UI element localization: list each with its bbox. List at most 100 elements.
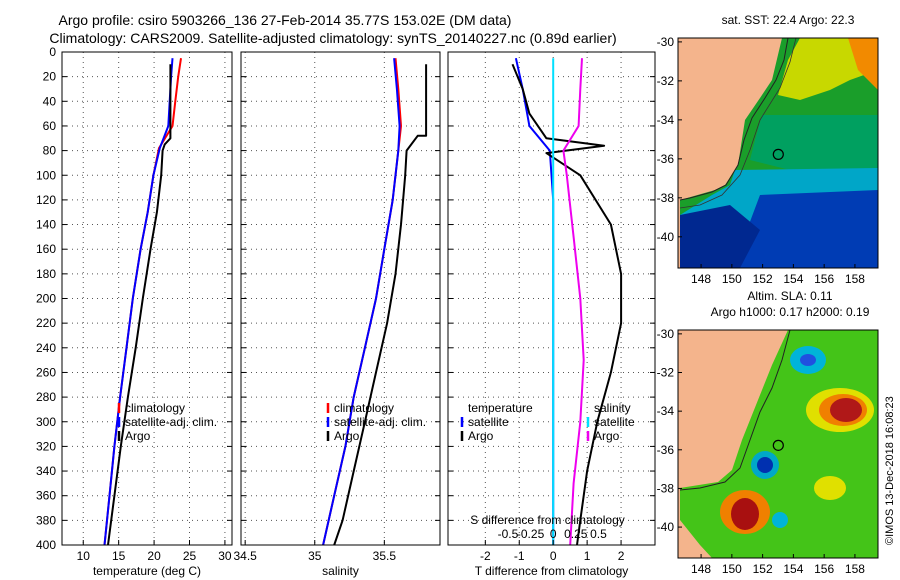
x-tick-label: -2 <box>480 549 491 563</box>
map-x-tick-label: 154 <box>783 272 803 286</box>
warm-eddy-core <box>830 398 862 422</box>
y-tick-label: 100 <box>36 168 56 182</box>
sst-map: sat. SST: 22.4 Argo: 22.3 148 150 152 154 15… <box>657 13 879 286</box>
difference-legend-salinity: salinity satellite Argo <box>586 401 635 443</box>
argo-location-marker <box>772 148 784 160</box>
map-y-tick-label: -36 <box>657 152 675 166</box>
legend-label-s-satellite: satellite <box>594 415 635 429</box>
y-tick-label: 200 <box>36 292 56 306</box>
legend-label-satellite: satellite-adj. clim. <box>334 415 426 429</box>
y-tick-label: 160 <box>36 242 56 256</box>
y-tick-label: 140 <box>36 218 56 232</box>
cool-core <box>800 354 816 366</box>
map-x-tick-label: 158 <box>845 562 865 576</box>
x-tick-label: 34.5 <box>233 549 257 563</box>
x-tick-label: 35 <box>308 549 322 563</box>
difference-panel: -2 -1 0 1 2T difference from climatology -0.5… <box>447 51 656 578</box>
y-tick-label: 260 <box>36 365 56 379</box>
series-climatology <box>322 58 402 546</box>
y-tick-label: 360 <box>36 489 56 503</box>
sea-dark <box>680 205 760 268</box>
map-x-tick-label: 150 <box>722 562 742 576</box>
map-x-tick-label: 156 <box>814 562 834 576</box>
y-tick-label: 0 <box>49 45 56 59</box>
sla-map-title-1: Altim. SLA: 0.11 <box>747 289 832 303</box>
legend-label-argo: Argo <box>334 429 360 443</box>
map-y-tick-label: -36 <box>657 443 675 457</box>
s-tick-label: 0.25 <box>564 527 588 541</box>
y-tick-label: 60 <box>43 119 57 133</box>
difference-legend-temperature: temperature satellite Argo <box>460 401 533 443</box>
y-tick-label: 320 <box>36 439 56 453</box>
map-y-tick-label: -34 <box>657 113 675 127</box>
y-tick-label: 20 <box>43 70 57 84</box>
legend-label-argo: Argo <box>125 429 151 443</box>
figure-title-line1: Argo profile: csiro 5903266_136 27-Feb-2… <box>59 12 512 28</box>
map-y-tick-label: -38 <box>657 191 675 205</box>
x-tick-label: 2 <box>618 549 625 563</box>
series-argo <box>107 64 172 546</box>
cold-eddy-core <box>757 457 773 473</box>
s-tick-label: 0 <box>550 527 557 541</box>
bathymetry-contour <box>679 38 797 209</box>
sla-map-ticks: 148 150 152 154 156 158 -30 -32 -34 -36 -38 -40 <box>657 327 866 576</box>
argo-location-marker <box>772 439 784 451</box>
legend-label-t-argo: Argo <box>468 429 494 443</box>
y-tick-label: 300 <box>36 415 56 429</box>
warm-eddy-south-core <box>731 498 759 530</box>
series-satellite-adj-clim- <box>103 58 174 546</box>
sst-map-title: sat. SST: 22.4 Argo: 22.3 <box>722 13 855 27</box>
salinity-legend: climatology satellite-adj. clim. Argo <box>326 401 426 443</box>
x-tick-label: 35.5 <box>373 549 397 563</box>
y-tick-label: 40 <box>43 94 57 108</box>
x-tick-label: 25 <box>183 549 197 563</box>
sea-green <box>750 115 878 175</box>
map-x-tick-label: 150 <box>722 272 742 286</box>
y-tick-label: 180 <box>36 267 56 281</box>
x-tick-label: 20 <box>147 549 161 563</box>
s-axis-label: S difference from climatology <box>470 513 625 527</box>
s-tick-label: -0.25 <box>517 527 545 541</box>
series-salinity-argo <box>562 58 585 546</box>
salinity-panel: 34.5 35 35.5 salinity <box>233 51 441 578</box>
sea-blue <box>740 190 878 268</box>
x-axis-label: T difference from climatology <box>475 564 629 578</box>
map-y-tick-label: -30 <box>657 327 675 341</box>
map-y-tick-label: -32 <box>657 366 675 380</box>
x-tick-label: 30 <box>218 549 232 563</box>
map-x-tick-label: 158 <box>845 272 865 286</box>
s-tick-label: 0.5 <box>590 527 607 541</box>
coastline <box>679 330 791 491</box>
legend-label-s-argo: Argo <box>594 429 620 443</box>
x-tick-label: 0 <box>550 549 557 563</box>
legend-label-climatology: climatology <box>334 401 394 415</box>
temperature-panel: 10 15 20 25 30020406080100120140160180200220… <box>36 45 233 578</box>
map-y-tick-label: -32 <box>657 74 675 88</box>
y-tick-label: 220 <box>36 316 56 330</box>
sla-map-title-2: Argo h1000: 0.17 h2000: 0.19 <box>711 305 870 319</box>
map-x-tick-label: 154 <box>783 562 803 576</box>
y-tick-label: 240 <box>36 341 56 355</box>
legend-label-satellite: satellite-adj. clim. <box>125 415 217 429</box>
s-tick-label: -0.5 <box>498 527 519 541</box>
map-y-tick-label: -38 <box>657 481 675 495</box>
x-tick-label: -1 <box>514 549 525 563</box>
small-warm <box>814 476 846 500</box>
x-tick-label: 15 <box>112 549 126 563</box>
sst-map-ticks: 148 150 152 154 156 158 -30 -32 -34 -36 -38 -40 <box>657 35 866 286</box>
map-y-tick-label: -40 <box>657 230 675 244</box>
sea-warm-orange <box>848 38 878 90</box>
legend-header-salinity: salinity <box>594 401 631 415</box>
y-tick-label: 400 <box>36 538 56 552</box>
y-tick-label: 80 <box>43 144 57 158</box>
map-x-tick-label: 152 <box>753 562 773 576</box>
legend-header-temperature: temperature <box>468 401 533 415</box>
map-x-tick-label: 152 <box>753 272 773 286</box>
y-tick-label: 380 <box>36 513 56 527</box>
map-y-tick-label: -40 <box>657 520 675 534</box>
legend-label-t-satellite: satellite <box>468 415 509 429</box>
y-tick-label: 120 <box>36 193 56 207</box>
x-tick-label: 1 <box>584 549 591 563</box>
x-axis-label: temperature (deg C) <box>93 564 201 578</box>
